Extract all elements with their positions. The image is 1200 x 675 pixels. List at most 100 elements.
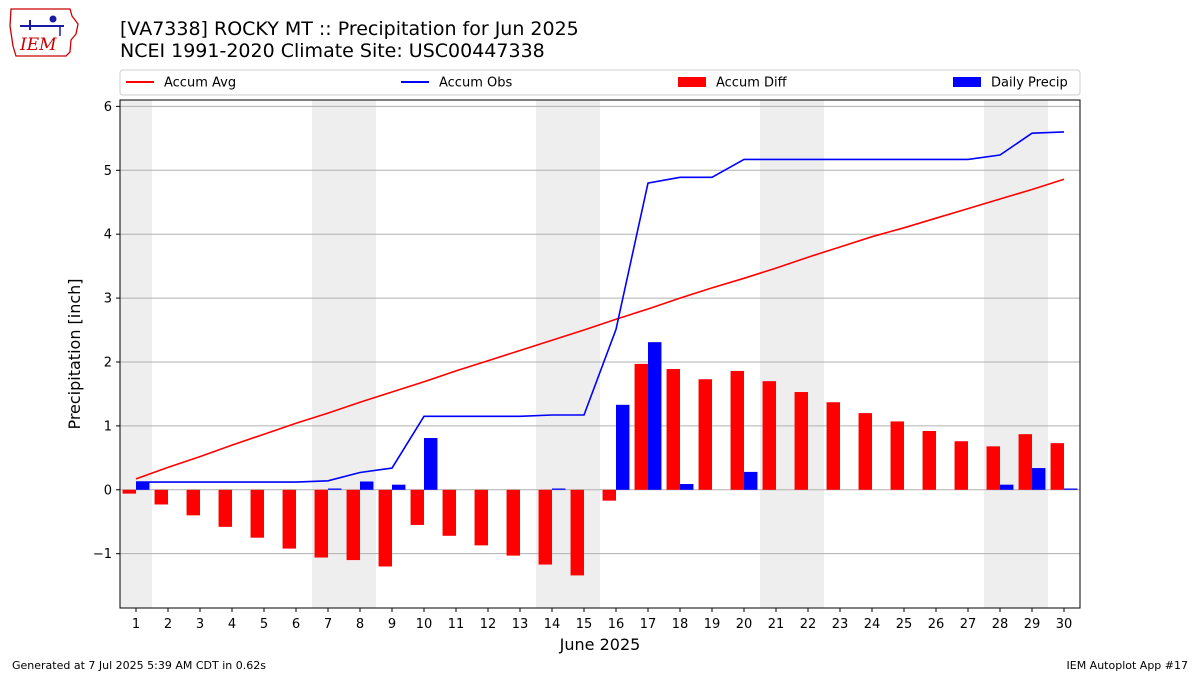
accum-diff-bar-25	[890, 421, 904, 490]
x-tick-label: 27	[960, 617, 977, 632]
accum-diff-bar-29	[1018, 434, 1032, 490]
y-axis-label: Precipitation [inch]	[65, 278, 84, 429]
accum-diff-bar-14	[538, 489, 552, 565]
accum-diff-bar-12	[474, 489, 488, 546]
x-tick-label: 10	[416, 617, 433, 632]
chart-title: [VA7338] ROCKY MT :: Precipitation for J…	[120, 18, 579, 40]
chart-subtitle: NCEI 1991-2020 Climate Site: USC00447338	[120, 40, 545, 62]
x-tick-label: 15	[576, 617, 593, 632]
iem-logo: IEM	[8, 6, 82, 62]
accum-diff-bar-19	[698, 379, 712, 490]
accum-diff-bar-11	[442, 489, 456, 536]
accum-diff-bar-8	[346, 489, 360, 561]
y-tick-label: 6	[104, 100, 112, 115]
x-tick-label: 4	[228, 617, 236, 632]
daily-precip-bar-20	[744, 471, 758, 490]
accum-diff-bar-23	[826, 402, 840, 490]
x-tick-label: 16	[608, 617, 625, 632]
accum-diff-bar-26	[922, 430, 936, 490]
daily-precip-bar-1	[136, 482, 150, 490]
x-tick-label: 26	[928, 617, 945, 632]
x-tick-label: 14	[544, 617, 561, 632]
weekend-shade-1	[120, 100, 152, 608]
daily-precip-bar-9	[392, 484, 406, 490]
x-axis-label: June 2025	[559, 635, 641, 654]
plot-frame	[119, 99, 1081, 609]
x-tick-label: 18	[672, 617, 689, 632]
accum-diff-bar-20	[730, 370, 744, 490]
x-tick-label: 9	[388, 617, 396, 632]
daily-precip-bar-30	[1064, 488, 1078, 490]
footer-generated: Generated at 7 Jul 2025 5:39 AM CDT in 0…	[12, 659, 266, 672]
daily-precip-bar-28	[1000, 484, 1014, 490]
accum-diff-bar-28	[986, 446, 1000, 490]
footer-app: IEM Autoplot App #17	[1066, 659, 1189, 672]
x-tick-label: 5	[260, 617, 268, 632]
y-tick-label: 5	[104, 164, 112, 179]
daily-precip-bar-7	[328, 488, 342, 490]
x-tick-label: 22	[800, 617, 817, 632]
accum-diff-bar-22	[794, 392, 808, 490]
iowa-map-icon: IEM	[9, 8, 79, 57]
y-tick-label: 3	[104, 292, 112, 307]
daily-precip-bar-29	[1032, 468, 1046, 490]
daily-precip-bar-17	[648, 342, 662, 490]
x-tick-label: 30	[1056, 617, 1073, 632]
accum-diff-bar-10	[410, 489, 424, 525]
x-tick-label: 11	[448, 617, 465, 632]
x-tick-label: 1	[132, 617, 140, 632]
weekend-shade-22	[792, 100, 824, 608]
accum-diff-bar-7	[314, 489, 328, 558]
legend-swatch-daily-precip	[953, 77, 981, 87]
x-tick-label: 7	[324, 617, 332, 632]
daily-precip-bar-14	[552, 488, 566, 490]
y-tick-label: 1	[104, 419, 112, 434]
y-tick-label: 2	[104, 355, 112, 370]
weekend-shade-29	[1016, 100, 1048, 608]
legend-label-daily-precip: Daily Precip	[991, 76, 1068, 91]
legend-label-accum-diff: Accum Diff	[716, 76, 788, 91]
svg-text:IEM: IEM	[19, 35, 57, 55]
accum-diff-bar-9	[378, 489, 392, 567]
accum-diff-bar-16	[602, 489, 616, 501]
x-tick-label: 24	[864, 617, 881, 632]
x-tick-label: 13	[512, 617, 529, 632]
accum-diff-bar-27	[954, 441, 968, 490]
y-tick-label: −1	[93, 547, 112, 562]
daily-precip-bar-18	[680, 484, 694, 490]
accum-diff-bar-3	[186, 489, 200, 516]
x-tick-label: 21	[768, 617, 785, 632]
daily-precip-bar-8	[360, 481, 374, 490]
accum-diff-bar-13	[506, 489, 520, 556]
x-tick-label: 28	[992, 617, 1009, 632]
accum-diff-bar-17	[634, 363, 648, 490]
accum-diff-bar-30	[1050, 443, 1064, 490]
daily-precip-bar-16	[616, 404, 630, 490]
accum-diff-bar-4	[218, 489, 232, 527]
accum-diff-bar-21	[762, 381, 776, 490]
accum-diff-bar-5	[250, 489, 264, 538]
accum-diff-bar-6	[282, 489, 296, 549]
legend-label-accum-avg: Accum Avg	[164, 76, 236, 91]
x-tick-label: 23	[832, 617, 849, 632]
daily-precip-bar-10	[424, 438, 438, 490]
accum-diff-bar-24	[858, 413, 872, 490]
accum-diff-bar-15	[570, 489, 584, 576]
x-tick-label: 3	[196, 617, 204, 632]
weekend-shade-28	[984, 100, 1016, 608]
accum-diff-bar-18	[666, 369, 680, 490]
legend-swatch-accum-diff	[678, 77, 706, 87]
x-tick-label: 20	[736, 617, 753, 632]
accum-obs-line	[136, 131, 1065, 483]
y-tick-label: 4	[104, 228, 112, 243]
accum-diff-bar-2	[154, 489, 168, 505]
x-tick-label: 17	[640, 617, 657, 632]
x-tick-label: 25	[896, 617, 913, 632]
x-tick-label: 29	[1024, 617, 1041, 632]
x-tick-label: 2	[164, 617, 172, 632]
accum-avg-line	[135, 178, 1065, 480]
legend-box	[119, 69, 1081, 96]
x-tick-label: 12	[480, 617, 497, 632]
x-tick-label: 6	[292, 617, 300, 632]
